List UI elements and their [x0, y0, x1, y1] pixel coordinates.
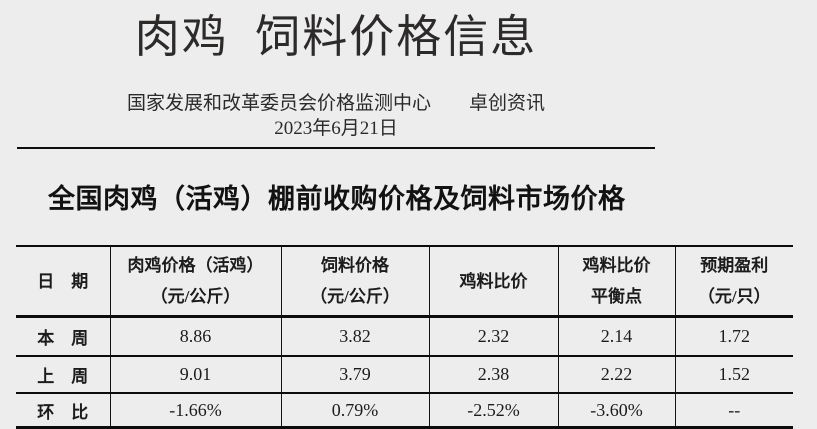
row-label: 环 比 — [16, 393, 111, 428]
cell-value: 1.72 — [675, 316, 793, 357]
cell-value: -3.60% — [558, 393, 676, 428]
document-title: 肉鸡 饲料价格信息 — [134, 12, 538, 62]
row-label: 上 周 — [16, 356, 111, 394]
cell-value: 2.14 — [558, 316, 676, 357]
cell-value: 0.79% — [281, 393, 430, 428]
column-header-expected-profit: 预期盈利 （元/只） — [675, 246, 793, 318]
cell-value: 2.32 — [429, 316, 559, 357]
cell-value: -- — [728, 399, 741, 420]
cell-value: 2.38 — [429, 356, 559, 394]
cell-value: 3.82 — [281, 316, 430, 357]
price-table: 日 期 肉鸡价格（活鸡） （元/公斤） 饲料价格 （元/公斤） 鸡料比价 鸡料比… — [16, 245, 793, 429]
table-section-title: 全国肉鸡（活鸡）棚前收购价格及饲料市场价格 — [48, 184, 626, 214]
table-row-last-week: 上 周 9.01 3.79 2.38 2.22 1.52 — [16, 356, 793, 394]
document-header: 肉鸡 饲料价格信息 国家发展和改革委员会价格监测中心 卓创资讯 2023年6月2… — [17, 0, 655, 148]
cell-value: 8.86 — [110, 316, 282, 357]
price-table-body: 本 周 8.86 3.82 2.32 2.14 1.72 上 周 9.01 3.… — [16, 316, 793, 428]
publisher-source: 卓创资讯 — [469, 93, 546, 114]
table-row-this-week: 本 周 8.86 3.82 2.32 2.14 1.72 — [16, 316, 793, 357]
row-label: 本 周 — [16, 316, 111, 357]
column-header-ratio-breakeven: 鸡料比价 平衡点 — [558, 246, 676, 318]
publisher-row: 国家发展和改革委员会价格监测中心 卓创资讯 — [17, 92, 655, 116]
publisher-org: 国家发展和改革委员会价格监测中心 — [126, 93, 431, 114]
header-divider-line — [17, 147, 655, 149]
cell-value: 9.01 — [110, 356, 282, 394]
column-header-broiler-price: 肉鸡价格（活鸡） （元/公斤） — [110, 246, 282, 318]
cell-value: -1.66% — [110, 393, 282, 428]
price-table-header: 日 期 肉鸡价格（活鸡） （元/公斤） 饲料价格 （元/公斤） 鸡料比价 鸡料比… — [16, 246, 793, 318]
cell-value: 3.79 — [281, 356, 430, 394]
cell-value: 2.22 — [558, 356, 676, 394]
cell-value: -2.52% — [429, 393, 559, 428]
column-header-feed-price: 饲料价格 （元/公斤） — [281, 246, 430, 318]
cell-value: 1.52 — [675, 356, 793, 394]
column-header-chicken-feed-ratio: 鸡料比价 — [429, 246, 559, 318]
table-row-week-over-week: 环 比 -1.66% 0.79% -2.52% -3.60% -- — [16, 393, 793, 428]
publish-date: 2023年6月21日 — [274, 118, 398, 139]
header-row: 日 期 肉鸡价格（活鸡） （元/公斤） 饲料价格 （元/公斤） 鸡料比价 鸡料比… — [16, 246, 793, 318]
column-header-date: 日 期 — [16, 246, 111, 318]
